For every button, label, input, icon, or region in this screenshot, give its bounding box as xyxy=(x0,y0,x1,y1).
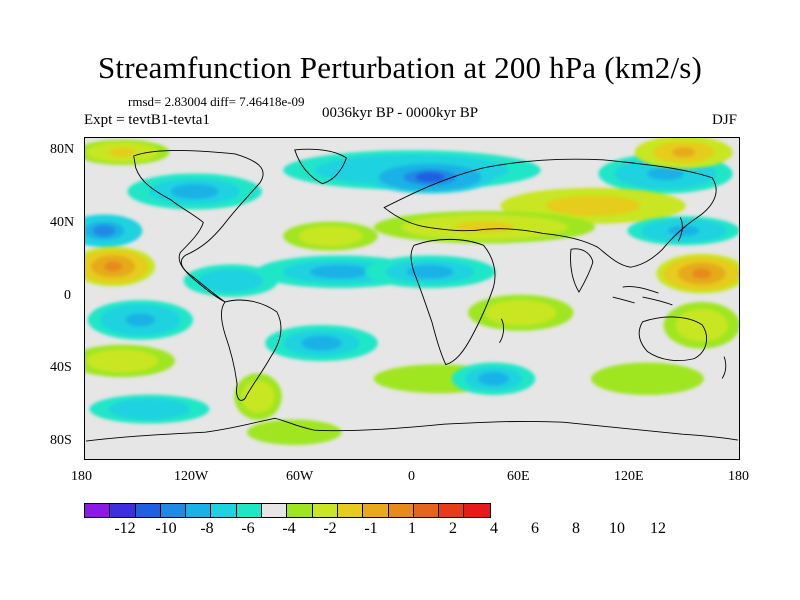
colorbar-box xyxy=(186,504,212,517)
africa-coast xyxy=(410,238,496,366)
anomaly-contour xyxy=(108,147,136,157)
colorbar-box xyxy=(363,504,389,517)
colorbar-label: -4 xyxy=(282,520,296,537)
anomaly-contour xyxy=(269,424,319,440)
anomaly-contour xyxy=(406,265,454,279)
colorbar-label: 2 xyxy=(449,520,457,537)
colorbar-label: -6 xyxy=(241,520,255,537)
lat-tick-40n: 40N xyxy=(50,215,75,230)
colorbar-label: -2 xyxy=(323,520,337,537)
map-canvas xyxy=(85,138,739,445)
australia-coast xyxy=(638,316,708,361)
colorbar-box xyxy=(85,504,111,517)
colorbar-label: 6 xyxy=(531,520,539,537)
lat-tick-80n: 80N xyxy=(50,142,75,157)
anomaly-contour xyxy=(478,372,509,386)
anomaly-contour xyxy=(104,261,122,272)
colorbar-box xyxy=(236,504,263,517)
lon-tick-180e: 180 xyxy=(728,469,749,484)
lon-tick-120e: 120E xyxy=(614,469,644,484)
madagascar-coast xyxy=(499,318,505,343)
india-coast xyxy=(570,248,594,293)
colorbar-box xyxy=(464,504,490,517)
map-title: Streamfunction Perturbation at 200 hPa (… xyxy=(97,50,703,85)
lon-tick-60e: 60E xyxy=(507,469,530,484)
colorbar-box xyxy=(413,504,440,517)
colorbar-label: -8 xyxy=(200,520,214,537)
anomaly-contour xyxy=(170,184,219,199)
anomaly-contour xyxy=(455,221,514,233)
lat-tick-40s: 40S xyxy=(50,360,72,375)
greenland-coast xyxy=(294,148,347,185)
anomaly-contour xyxy=(301,335,342,351)
antarctica-coast xyxy=(85,417,739,442)
coastlines xyxy=(85,148,739,442)
colorbar-box xyxy=(337,504,364,517)
colorbar-label: -1 xyxy=(364,520,378,537)
colorbar-box xyxy=(135,504,161,517)
lat-tick-80s: 80S xyxy=(50,433,72,448)
period-label: 0036kyr BP - 0000kyr BP xyxy=(322,105,479,121)
colorbar-label: 10 xyxy=(609,520,625,537)
south-america-coast xyxy=(220,299,282,401)
colorbar-box xyxy=(160,504,187,517)
anomaly-contour xyxy=(672,147,696,158)
stats-label: rmsd= 2.83004 diff= 7.46418e-09 xyxy=(128,94,305,109)
anomaly-contour xyxy=(668,225,700,236)
north-america-coast xyxy=(133,150,264,303)
anomaly-contour xyxy=(647,167,684,181)
anomaly-contour xyxy=(93,225,116,237)
colorbar-box xyxy=(110,504,136,517)
colorbar xyxy=(84,503,491,518)
japan-coast xyxy=(677,217,683,242)
anomaly-contour xyxy=(618,369,677,388)
anomaly-contour xyxy=(310,265,369,279)
lon-tick-0: 0 xyxy=(408,469,415,484)
anomaly-contour xyxy=(103,354,142,368)
colorbar-box xyxy=(211,504,237,517)
experiment-label: Expt = tevtB1-tevta1 xyxy=(84,112,210,128)
colorbar-box xyxy=(262,504,288,517)
new-zealand-coast xyxy=(721,356,727,379)
colorbar-label: 1 xyxy=(408,520,416,537)
colorbar-label: -10 xyxy=(155,520,177,537)
colorbar-label: 8 xyxy=(572,520,580,537)
colorbar-box xyxy=(388,504,414,517)
anomaly-contour xyxy=(213,273,248,288)
anomaly-contour xyxy=(501,305,540,321)
anomaly-contour xyxy=(128,402,171,416)
lon-tick-120w: 120W xyxy=(174,469,209,484)
colorbar-box xyxy=(287,504,313,517)
colorbar-box xyxy=(312,504,338,517)
season-label: DJF xyxy=(712,112,738,128)
anomaly-contour xyxy=(415,172,445,183)
map-plot xyxy=(84,137,740,460)
anomaly-contour xyxy=(692,268,711,279)
anomaly-contour xyxy=(313,229,348,243)
colorbar-box xyxy=(439,504,465,517)
anomaly-contour xyxy=(248,387,268,406)
colorbar-label: 4 xyxy=(490,520,498,537)
anomaly-contour xyxy=(687,316,716,335)
indonesia-coast xyxy=(612,286,673,306)
lon-tick-180w: 180 xyxy=(71,469,92,484)
lat-tick-0: 0 xyxy=(64,288,71,303)
eurasia-coast xyxy=(383,158,717,268)
colorbar-label: 12 xyxy=(650,520,666,537)
lon-tick-60w: 60W xyxy=(286,469,314,484)
colorbar-label: -12 xyxy=(114,520,136,537)
anomaly-contour xyxy=(125,313,156,327)
anomaly-contour xyxy=(568,199,618,212)
